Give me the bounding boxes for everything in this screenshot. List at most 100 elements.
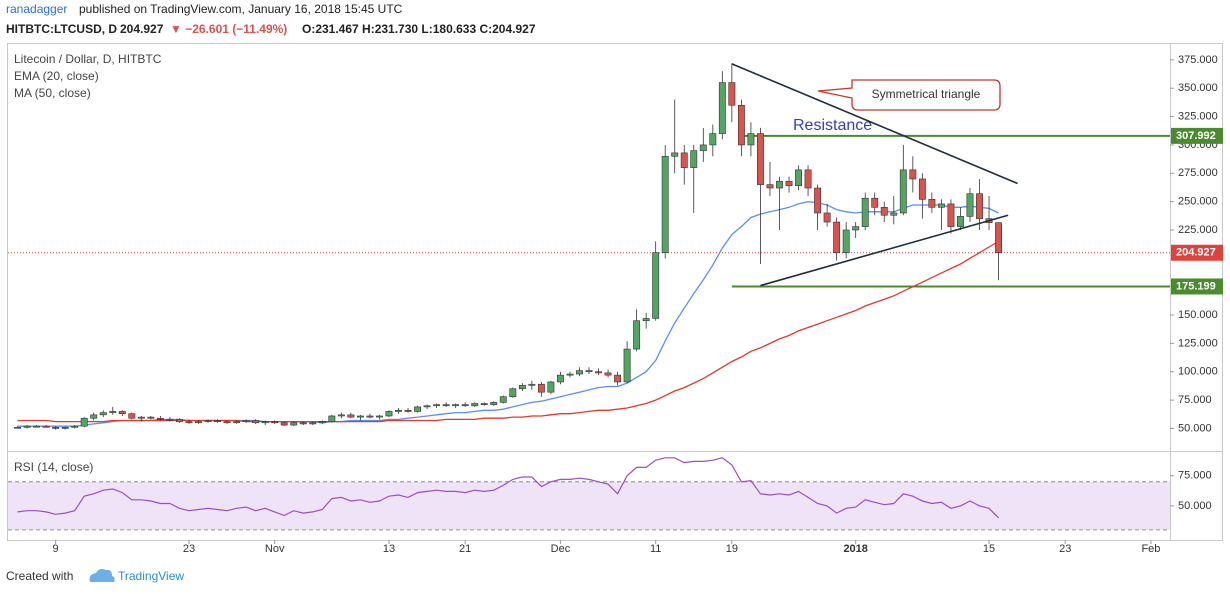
candle-body bbox=[604, 372, 612, 376]
candle-body bbox=[195, 421, 202, 424]
candle-body bbox=[433, 404, 441, 407]
candle-body bbox=[976, 193, 983, 219]
y-tick-label: 125.000 bbox=[1178, 337, 1218, 349]
candle-body bbox=[852, 226, 860, 231]
rsi-y-tick-label: 75.000 bbox=[1178, 470, 1212, 482]
candle-body bbox=[52, 427, 60, 429]
candle-body bbox=[366, 415, 374, 418]
candle-body bbox=[376, 415, 383, 418]
candle-body bbox=[804, 169, 812, 189]
trendline bbox=[731, 63, 1018, 185]
candle-body bbox=[328, 415, 336, 422]
candle-body bbox=[137, 416, 145, 419]
y-tick-label: 150.000 bbox=[1178, 309, 1218, 321]
candle-body bbox=[99, 412, 107, 416]
candle-body bbox=[642, 318, 650, 322]
x-tick-label: 21 bbox=[459, 543, 471, 555]
candle-body bbox=[128, 413, 136, 419]
candle-body bbox=[833, 221, 841, 253]
y-tick-label: 375.000 bbox=[1178, 54, 1218, 66]
rsi-y-tick-label: 50.000 bbox=[1178, 500, 1212, 512]
candle-body bbox=[61, 427, 69, 429]
candle-body bbox=[71, 425, 79, 428]
candle-body bbox=[385, 411, 393, 417]
candle-body bbox=[509, 388, 517, 397]
rsi-band bbox=[8, 481, 1170, 530]
legend-ma: MA (50, close) bbox=[14, 86, 91, 100]
level-box bbox=[1171, 127, 1223, 144]
x-tick-label: 19 bbox=[726, 543, 738, 555]
footer-brand[interactable]: TradingView bbox=[118, 569, 184, 583]
x-tick-label: 15 bbox=[983, 543, 995, 555]
candle-body bbox=[814, 187, 822, 214]
candle-body bbox=[261, 421, 269, 424]
x-tick-label: 2018 bbox=[843, 543, 867, 555]
candle-body bbox=[233, 421, 241, 424]
candle-body bbox=[252, 420, 260, 424]
candle-body bbox=[737, 104, 745, 146]
candle-body bbox=[966, 193, 974, 217]
candle-body bbox=[204, 420, 212, 422]
y-tick-label: 75.000 bbox=[1178, 394, 1212, 406]
candle-body bbox=[556, 374, 564, 383]
y-tick-label: 100.000 bbox=[1178, 366, 1218, 378]
candle-body bbox=[480, 403, 488, 405]
candle-body bbox=[118, 411, 126, 415]
candle-body bbox=[223, 421, 231, 424]
candle-body bbox=[623, 348, 631, 383]
candle-body bbox=[728, 82, 736, 106]
candle-body bbox=[909, 169, 917, 180]
candle-body bbox=[414, 406, 422, 412]
candle-body bbox=[595, 371, 602, 374]
footer-logo bbox=[89, 569, 115, 582]
symbol: HITBTC:LTCUSD, D bbox=[6, 22, 117, 36]
x-tick-label: Dec bbox=[551, 543, 571, 555]
candle-body bbox=[566, 373, 574, 376]
candle-body bbox=[299, 422, 307, 425]
candle-body bbox=[661, 155, 669, 253]
candle-body bbox=[90, 414, 98, 419]
candle-body bbox=[947, 203, 955, 227]
x-tick-label: 11 bbox=[650, 543, 661, 555]
header-ohlc: O:231.467 H:231.730 L:180.633 C:204.927 bbox=[302, 22, 536, 36]
y-tick-label: 325.000 bbox=[1178, 110, 1218, 122]
resistance-label: Resistance bbox=[793, 117, 872, 134]
candle-body bbox=[309, 422, 317, 425]
candle-body bbox=[147, 416, 155, 419]
candle-body bbox=[547, 381, 555, 393]
candle-body bbox=[823, 212, 831, 223]
candle-body bbox=[671, 152, 679, 157]
candle-body bbox=[861, 197, 869, 227]
candle-body bbox=[42, 425, 50, 428]
candle-body bbox=[785, 180, 793, 187]
candle-body bbox=[80, 417, 88, 427]
last-price-box bbox=[1171, 244, 1223, 261]
candle-body bbox=[652, 252, 660, 319]
x-tick-label: 23 bbox=[183, 543, 195, 555]
candle-body bbox=[337, 414, 345, 417]
candle-body bbox=[756, 133, 764, 185]
candle-body bbox=[776, 180, 783, 189]
callout-label: Symmetrical triangle bbox=[872, 87, 981, 101]
candle-body bbox=[471, 403, 479, 407]
candle-body bbox=[718, 82, 726, 134]
level-box bbox=[1171, 278, 1223, 295]
candle-body bbox=[747, 133, 755, 146]
rsi-line bbox=[17, 457, 1000, 519]
candle-body bbox=[423, 405, 431, 408]
candle-body bbox=[709, 133, 717, 146]
trendline bbox=[760, 214, 1009, 287]
author[interactable]: ranadagger bbox=[6, 2, 67, 16]
candle-body bbox=[518, 385, 526, 390]
candle-body bbox=[442, 404, 450, 407]
candle-body bbox=[585, 370, 593, 373]
candle-body bbox=[499, 396, 507, 403]
legend-ema: EMA (20, close) bbox=[14, 69, 99, 83]
candle-body bbox=[690, 150, 698, 168]
callout-box bbox=[817, 79, 1001, 111]
candle-body bbox=[271, 421, 279, 424]
candle-body bbox=[404, 410, 412, 412]
level-label: 175.199 bbox=[1176, 280, 1216, 292]
published: published on TradingView.com, January 16… bbox=[79, 2, 403, 16]
